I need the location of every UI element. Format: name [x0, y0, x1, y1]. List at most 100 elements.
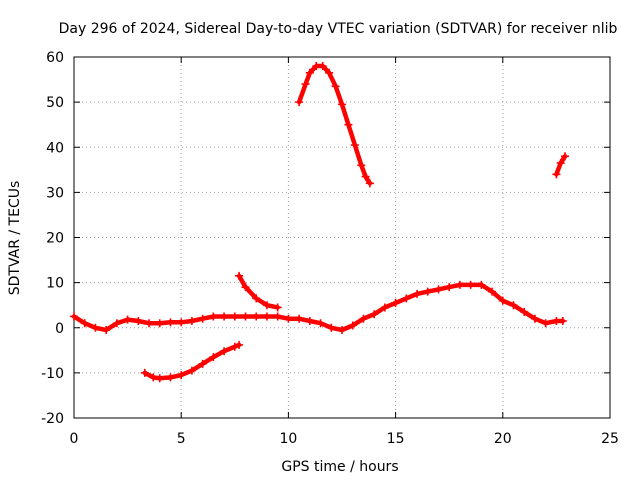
y-tick-label: 0: [55, 321, 64, 337]
y-tick-label: 20: [46, 231, 64, 247]
data-point: [91, 323, 100, 332]
data-point: [423, 287, 432, 296]
chart-title: Day 296 of 2024, Sidereal Day-to-day VTE…: [59, 21, 618, 37]
data-point: [331, 82, 340, 91]
x-tick-label: 15: [387, 431, 405, 447]
data-point: [295, 98, 304, 107]
data-point: [560, 152, 569, 161]
y-tick-label: -20: [41, 411, 64, 427]
data-point: [413, 289, 422, 298]
data-point: [402, 294, 411, 303]
data-series: [70, 62, 569, 383]
data-point: [241, 312, 250, 321]
data-point: [155, 319, 164, 328]
y-tick-label: -10: [41, 366, 64, 382]
series-arc-descending: [235, 271, 282, 312]
data-point: [262, 312, 271, 321]
x-tick-label: 10: [279, 431, 297, 447]
data-point: [305, 68, 314, 77]
data-point: [530, 314, 539, 323]
data-point: [155, 374, 164, 383]
data-point: [316, 319, 325, 328]
data-point: [541, 319, 550, 328]
data-point: [220, 312, 229, 321]
y-tick-labels: -20 -10 0 10 20 30 40 50 60: [41, 50, 64, 427]
data-point: [273, 312, 282, 321]
data-point: [70, 312, 78, 321]
data-point: [338, 326, 346, 335]
data-point: [177, 318, 186, 327]
y-tick-label: 50: [46, 95, 64, 111]
data-point: [552, 170, 561, 179]
data-point: [338, 100, 346, 109]
y-tick-label: 40: [46, 140, 64, 156]
data-point: [305, 316, 314, 325]
data-point: [102, 326, 111, 335]
data-point: [252, 312, 261, 321]
data-point: [198, 359, 207, 368]
x-axis-label: GPS time / hours: [281, 459, 398, 475]
data-point: [166, 373, 175, 382]
data-point: [466, 280, 475, 289]
data-point: [123, 315, 132, 324]
x-tick-label: 25: [601, 431, 619, 447]
y-tick-label: 10: [46, 276, 64, 292]
data-point: [295, 314, 304, 323]
x-tick-label: 20: [494, 431, 512, 447]
x-tick-label: 0: [70, 431, 79, 447]
data-point: [187, 316, 196, 325]
series-arc-peak: [295, 62, 374, 188]
data-point: [112, 319, 121, 328]
x-tick-labels: 0 5 10 15 20 25: [70, 431, 619, 447]
data-point: [145, 319, 154, 328]
data-point: [445, 283, 454, 292]
data-point: [80, 319, 89, 328]
series-line: [236, 273, 280, 310]
series-arc-main: [70, 280, 567, 335]
data-point: [348, 321, 357, 330]
data-point: [498, 296, 507, 305]
y-tick-label: 60: [46, 50, 64, 66]
data-point: [166, 318, 175, 327]
series-arc-low: [140, 340, 244, 383]
y-tick-label: 30: [46, 185, 64, 201]
data-point: [556, 159, 565, 168]
series-arc-late: [552, 152, 569, 179]
data-point: [434, 285, 443, 294]
data-point: [477, 280, 486, 289]
data-point: [509, 301, 518, 310]
x-tick-label: 5: [177, 431, 186, 447]
data-point: [380, 303, 389, 312]
data-point: [365, 179, 374, 188]
data-point: [301, 80, 310, 89]
data-point: [488, 287, 497, 296]
data-point: [558, 316, 567, 325]
data-point: [262, 301, 271, 310]
data-point: [350, 140, 359, 149]
data-point: [220, 347, 229, 356]
data-point: [252, 294, 261, 303]
data-point: [177, 371, 186, 380]
data-point: [359, 314, 368, 323]
data-point: [230, 312, 239, 321]
y-axis-label: SDTVAR / TECUs: [7, 181, 23, 296]
data-point: [134, 316, 143, 325]
data-point: [327, 323, 336, 332]
data-point: [357, 161, 366, 170]
data-point: [187, 366, 196, 375]
data-point: [361, 172, 370, 181]
data-point: [209, 353, 218, 362]
data-point: [455, 280, 464, 289]
data-point: [230, 342, 239, 351]
data-point: [344, 120, 353, 129]
data-point: [325, 68, 334, 77]
data-point: [391, 298, 400, 307]
plot-frame: [73, 56, 611, 419]
data-point: [370, 310, 379, 319]
data-point: [284, 314, 293, 323]
data-point: [198, 314, 207, 323]
data-point: [149, 373, 158, 382]
data-point: [273, 303, 282, 312]
data-point: [235, 340, 244, 349]
